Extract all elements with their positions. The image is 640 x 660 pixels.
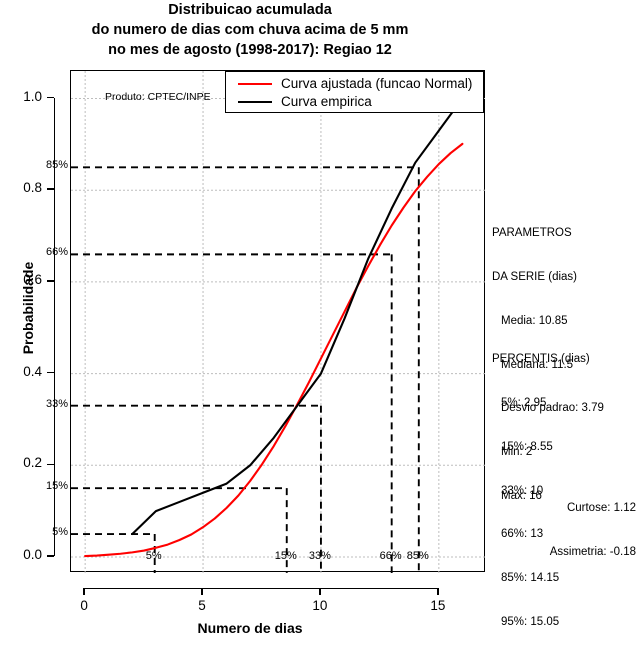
percentile-x-label: 5%	[145, 550, 162, 562]
percentil-33: 33%: 10	[501, 484, 544, 497]
parameter-mediana: Mediana: 11.5	[501, 358, 574, 371]
y-axis-tick	[47, 96, 54, 99]
x-axis-tick-label: 5	[198, 598, 206, 613]
parameters-block: PARAMETROS DA SERIE (dias) Media: 10.85 …	[492, 197, 604, 533]
y-axis-tick	[47, 188, 54, 190]
parameter-desvio-padrao: Desvio padrao: 3.79	[501, 402, 604, 415]
percentil-95: 95%: 15.05	[501, 615, 560, 628]
parameters-heading-2: DA SERIE (dias)	[492, 270, 577, 283]
percentile-x-label: 33%	[308, 550, 331, 562]
percentile-y-label: 15%	[45, 480, 68, 493]
y-axis-tick	[47, 555, 54, 557]
stat-assimetria: Assimetria: -0.18	[549, 545, 636, 558]
parameters-heading-1: PARAMETROS	[492, 227, 572, 240]
x-axis-tick-label: 10	[312, 598, 328, 613]
y-axis-tick	[47, 463, 54, 465]
x-axis-tick	[83, 588, 85, 595]
plot-frame	[70, 70, 486, 573]
y-axis-tick-label: 0.6	[23, 271, 42, 287]
parameter-max: Max: 16	[501, 489, 542, 502]
legend-swatch-empirical-line	[238, 100, 272, 103]
percentil-85: 85%: 14.15	[501, 572, 560, 585]
shape-stats-block: Curtose: 1.12 Assimetria: -0.18	[486, 472, 636, 589]
x-axis-tick	[319, 588, 321, 595]
percentil-15: 15%: 8.55	[501, 440, 553, 453]
x-axis-spine	[84, 588, 438, 590]
series-line-empirical	[131, 97, 464, 536]
title-line-1: Distribuicao acumulada	[168, 2, 332, 18]
y-axis-tick-label: 0.0	[23, 546, 42, 562]
legend-item-empirical: Curva empirica	[238, 94, 372, 109]
y-axis-title: Probabilidade	[20, 261, 36, 355]
legend-swatch-fitted-line	[238, 82, 272, 85]
parameter-min: Min: 2	[501, 446, 533, 459]
percentile-y-label: 66%	[45, 246, 68, 259]
legend-label-fitted: Curva ajustada (funcao Normal)	[281, 76, 473, 91]
stat-curtose: Curtose: 1.12	[566, 502, 636, 515]
x-axis-tick	[201, 588, 203, 595]
y-axis-tick-label: 0.4	[23, 363, 42, 379]
legend-item-fitted: Curva ajustada (funcao Normal)	[238, 76, 472, 91]
legend-box: Curva ajustada (funcao Normal) Curva emp…	[225, 71, 484, 113]
percentil-66: 66%: 13	[501, 528, 544, 541]
produto-credit: Produto: CPTEC/INPE	[105, 91, 211, 103]
y-axis-tick-label: 0.8	[23, 180, 42, 196]
plot-canvas	[71, 71, 486, 573]
series-line-fitted	[84, 142, 464, 558]
percentile-x-label: 66%	[379, 550, 402, 562]
parameter-media: Media: 10.85	[501, 314, 568, 327]
y-axis-tick	[47, 280, 54, 282]
y-axis-spine	[54, 97, 56, 556]
legend-label-empirical: Curva empirica	[281, 94, 372, 109]
percentis-block: PERCENTIS (dias) 5%: 2.95 15%: 8.55 33%:…	[492, 323, 590, 659]
percentil-5: 5%: 2.95	[501, 396, 547, 409]
x-axis-title: Numero de dias	[197, 620, 303, 636]
percentile-x-label: 85%	[406, 550, 429, 562]
percentile-y-label: 5%	[52, 526, 68, 539]
x-axis-tick-label: 15	[430, 598, 446, 613]
percentile-y-label: 33%	[45, 397, 68, 410]
y-axis-tick-label: 1.0	[23, 88, 42, 104]
y-axis-tick	[47, 371, 54, 374]
x-axis-tick-label: 0	[80, 598, 88, 613]
y-axis-tick-label: 0.2	[23, 455, 42, 471]
percentile-x-label: 15%	[274, 550, 297, 562]
percentis-heading: PERCENTIS (dias)	[492, 353, 590, 366]
title-line-3: no mes de agosto (1998-2017): Regiao 12	[108, 42, 392, 58]
x-axis-tick	[437, 588, 439, 595]
title-line-2: do numero de dias com chuva acima de 5 m…	[91, 22, 409, 38]
percentile-y-label: 85%	[45, 159, 68, 172]
page-title: Distribuicao acumulada do numero de dias…	[0, 0, 500, 60]
